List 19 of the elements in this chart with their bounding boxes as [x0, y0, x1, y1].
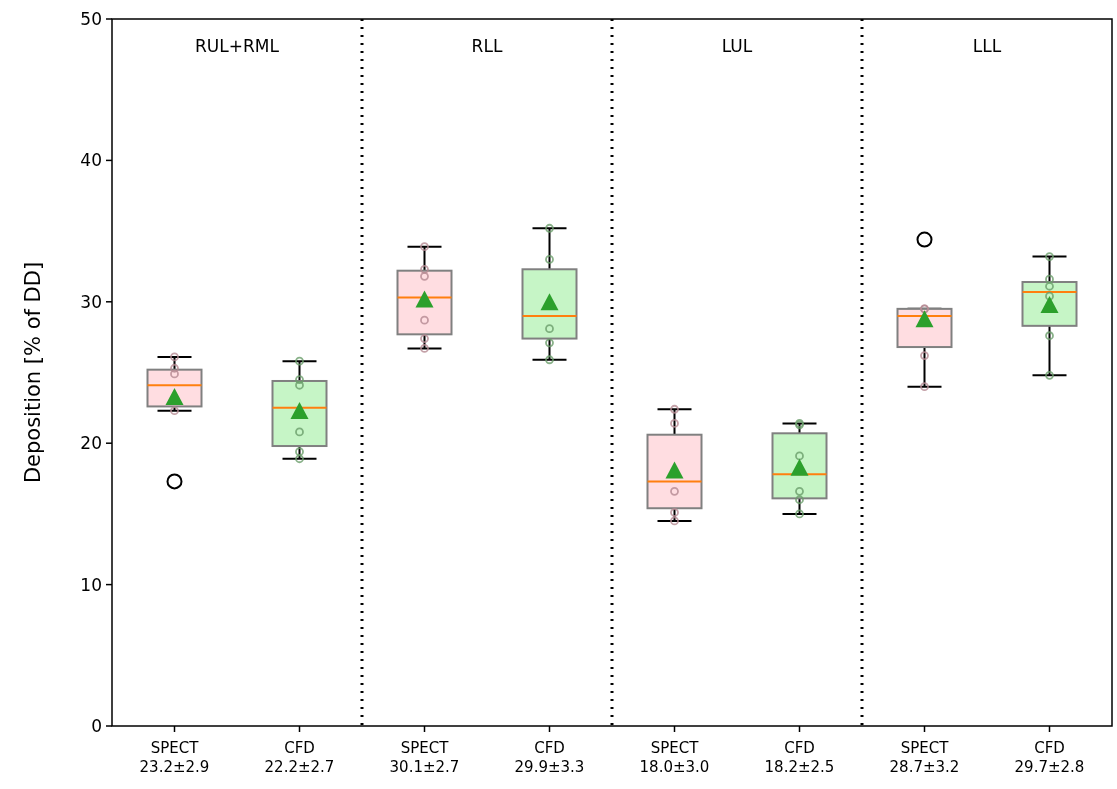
x-tick-label: SPECT 18.0±3.0	[639, 739, 710, 776]
y-tick-label: 40	[80, 150, 102, 171]
x-tick-label: SPECT 28.7±3.2	[889, 739, 960, 776]
annotation: LUL	[721, 36, 753, 56]
annotation: RUL+RML	[195, 36, 280, 56]
y-tick-label: 50	[80, 8, 102, 29]
y-tick-label: 10	[80, 574, 102, 595]
annotation: LLL	[972, 36, 1002, 56]
y-tick-label: 0	[91, 715, 102, 736]
annotation: RLL	[471, 36, 503, 56]
x-tick-label: CFD 29.9±3.3	[514, 739, 585, 776]
y-tick-label: 30	[80, 291, 102, 312]
y-tick-label: 20	[80, 433, 102, 454]
x-tick-label: SPECT 30.1±2.7	[389, 739, 460, 776]
x-tick-label: CFD 29.7±2.8	[1014, 739, 1085, 776]
y-axis-title: Deposition [% of DD]	[21, 261, 45, 484]
x-tick-label: CFD 22.2±2.7	[264, 739, 335, 776]
x-tick-label: CFD 18.2±2.5	[764, 739, 835, 776]
x-tick-label: SPECT 23.2±2.9	[139, 739, 210, 776]
